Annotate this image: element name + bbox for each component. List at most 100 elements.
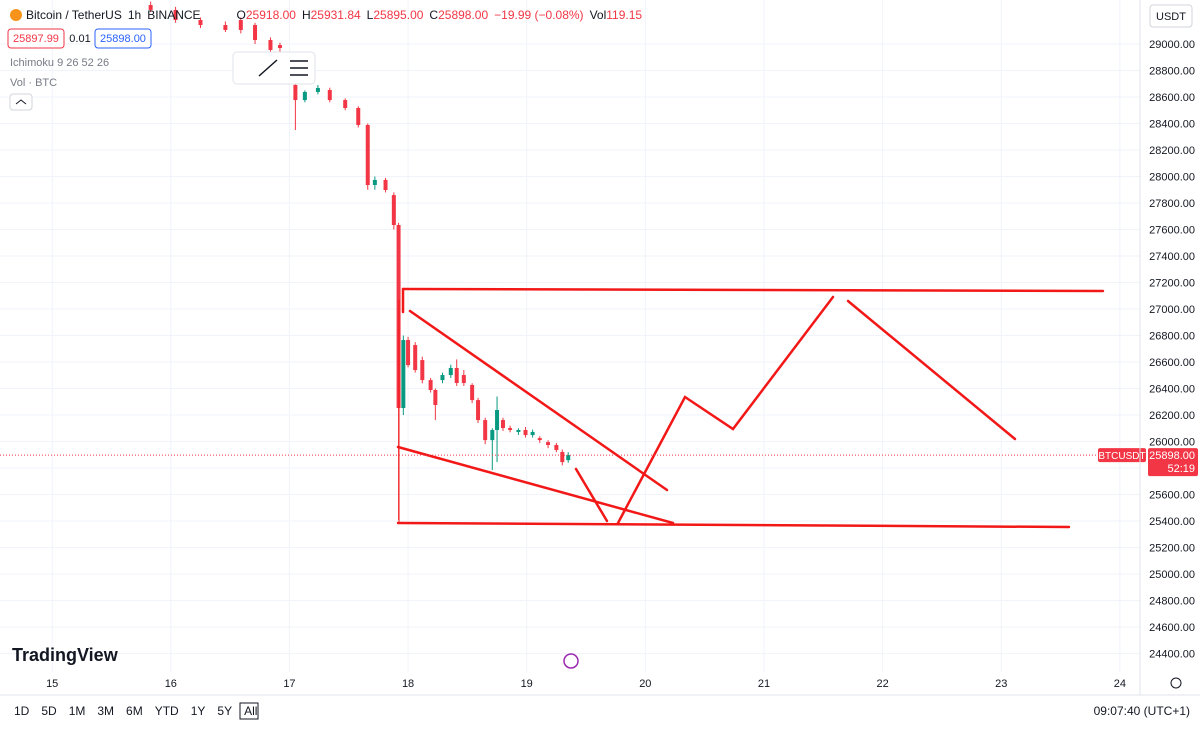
candle-body [327, 89, 332, 101]
resistance-line [401, 287, 1105, 293]
timeframe-button[interactable]: 5D [41, 704, 57, 718]
candle-body [401, 340, 406, 409]
ohlc-label: L [367, 8, 374, 22]
x-tick-label: 20 [639, 678, 651, 690]
x-tick-label: 15 [46, 678, 58, 690]
timeframe-button[interactable]: 3M [97, 704, 114, 718]
y-tick-label: 28400.00 [1149, 119, 1195, 131]
timeframe-button[interactable]: 1D [14, 704, 30, 718]
timeframe-button[interactable]: 1M [69, 704, 86, 718]
candle-body [495, 410, 500, 431]
y-tick-label: 24600.00 [1149, 622, 1195, 634]
x-tick-label: 17 [283, 678, 295, 690]
y-tick-label: 27400.00 [1149, 251, 1195, 263]
date-range-icon[interactable] [239, 702, 259, 720]
projection [846, 299, 1017, 441]
x-tick-label: 21 [758, 678, 770, 690]
ohlc-value: 25931.84 [311, 8, 361, 22]
candle-body [483, 420, 488, 441]
y-tick-label: 25000.00 [1149, 569, 1195, 581]
projection [574, 467, 609, 523]
x-tick-label: 16 [165, 678, 177, 690]
event-icon[interactable] [563, 653, 579, 669]
y-tick-label: 28800.00 [1149, 65, 1195, 77]
y-tick-label: 24400.00 [1149, 649, 1195, 661]
candle-body [470, 384, 475, 401]
spread: 0.01 [69, 33, 90, 45]
ohlc-label: O [237, 8, 246, 22]
candle-body [406, 340, 411, 366]
drawing-toolbar[interactable] [232, 51, 316, 85]
sell-button[interactable] [7, 28, 65, 49]
candle-body [315, 87, 320, 92]
indicator-label[interactable]: Vol · BTC [10, 77, 57, 89]
ohlc-value: 25895.00 [373, 8, 423, 22]
candle-body [433, 390, 438, 405]
x-tick-label: 19 [521, 678, 533, 690]
x-tick-label: 23 [995, 678, 1007, 690]
bottom-toolbar: 1D 5D 1M 3M 6M YTD 1Y 5Y All [14, 704, 257, 718]
timeframe-button[interactable]: All [244, 704, 257, 718]
y-tick-label: 27600.00 [1149, 225, 1195, 237]
timeframe-button[interactable]: YTD [155, 704, 179, 718]
candle-body [268, 40, 273, 50]
ohlc-value: 25918.00 [246, 8, 296, 22]
y-tick-label: 29000.00 [1149, 39, 1195, 51]
support-line [396, 521, 1071, 529]
y-tick-label: 26600.00 [1149, 357, 1195, 369]
candle-body [343, 100, 348, 109]
y-tick-label: 24800.00 [1149, 596, 1195, 608]
legend: Bitcoin / TetherUS 1h BINANCE O 25918.00 H 259… [26, 8, 642, 22]
ohlc-value: 25898.00 [438, 8, 488, 22]
coin-icon [10, 9, 22, 21]
chevron-icon [15, 99, 27, 105]
timeframe-button[interactable]: 5Y [217, 704, 232, 718]
timeframe-button[interactable]: 6M [126, 704, 143, 718]
candle-body [560, 452, 565, 463]
y-tick-label: 28200.00 [1149, 145, 1195, 157]
candle-body [440, 375, 445, 381]
candle-body [148, 5, 153, 10]
candle-body [391, 195, 396, 226]
interval: 1h [128, 8, 141, 22]
candle-body [476, 400, 481, 421]
volume-label: Vol [590, 8, 607, 22]
candle-body [537, 438, 542, 441]
settings-icon[interactable] [1170, 677, 1182, 689]
candle-body [253, 25, 258, 41]
candle-body [198, 20, 203, 26]
wedge-upper [408, 309, 669, 492]
symbol-tag-box [1098, 448, 1146, 463]
y-tick-label: 27800.00 [1149, 198, 1195, 210]
candle-body [554, 444, 559, 451]
buy-price: 25898.00 [100, 33, 146, 45]
brand: TradingView [12, 645, 119, 665]
last-price-box [1148, 448, 1198, 477]
candle-body [420, 360, 425, 381]
candle-body [546, 442, 551, 445]
indicator-label[interactable]: Ichimoku 9 26 52 26 [10, 57, 109, 69]
timeframe-button[interactable]: 1Y [191, 704, 206, 718]
currency: USDT [1156, 11, 1186, 23]
candle-body [356, 108, 361, 125]
y-tick-label: 26000.00 [1149, 437, 1195, 449]
candle-body [461, 375, 466, 383]
ohlc-label: C [429, 8, 438, 22]
drawings [396, 287, 1105, 529]
change: −19.99 (−0.08%) [494, 8, 583, 22]
collapse-button[interactable] [9, 93, 33, 111]
buy-button[interactable] [94, 28, 152, 49]
ohlc-label: H [302, 8, 311, 22]
axes: 24400.00 24600.00 24800.00 25000.00 25200.00… [0, 39, 1198, 690]
candle-body [293, 84, 298, 101]
y-tick-label: 26400.00 [1149, 384, 1195, 396]
candle-body [454, 368, 459, 383]
candle-body [428, 380, 433, 391]
y-tick-label: 27000.00 [1149, 304, 1195, 316]
countdown: 52:19 [1167, 463, 1195, 475]
toolbar-icons [258, 59, 308, 77]
projection [616, 295, 835, 525]
clock: 09:07:40 (UTC+1) [1094, 704, 1190, 718]
currency-select[interactable] [1149, 4, 1193, 28]
